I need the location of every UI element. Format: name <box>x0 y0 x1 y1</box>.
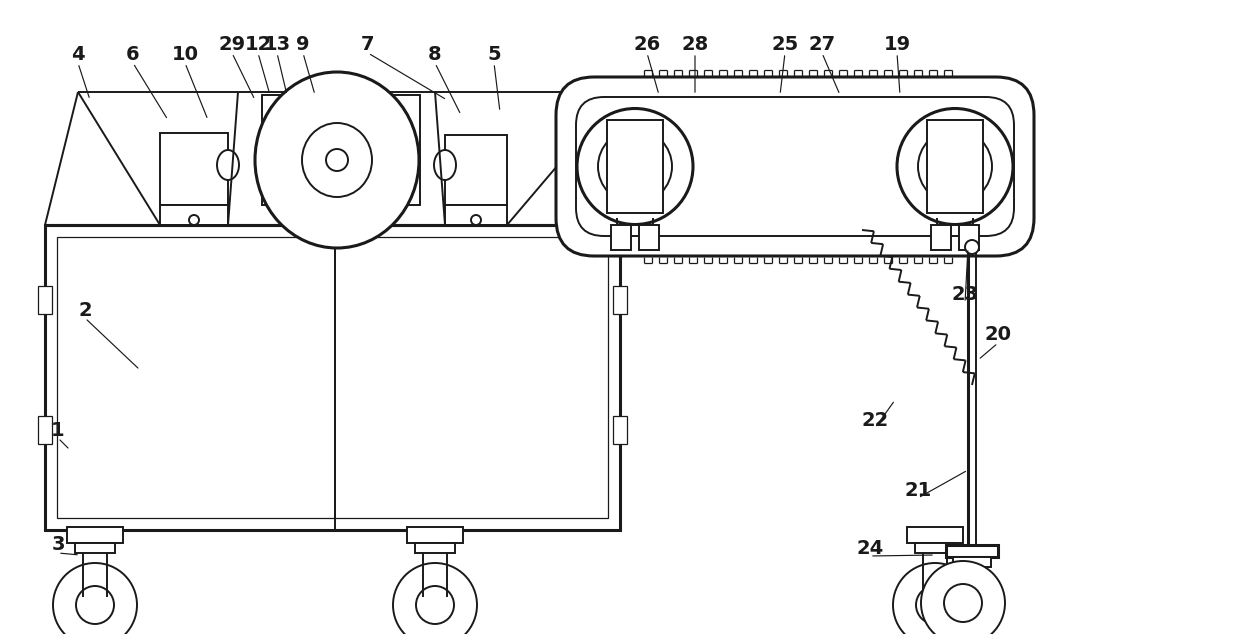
Circle shape <box>946 157 963 176</box>
Bar <box>445 135 507 205</box>
Text: 3: 3 <box>51 536 64 555</box>
Bar <box>67 527 123 543</box>
Bar <box>608 120 663 213</box>
Circle shape <box>944 584 982 622</box>
Text: 21: 21 <box>904 481 931 500</box>
FancyBboxPatch shape <box>577 97 1014 236</box>
Bar <box>38 416 52 444</box>
Bar <box>38 286 52 314</box>
Bar <box>931 225 951 250</box>
Text: 25: 25 <box>771 36 799 55</box>
Text: 5: 5 <box>487 46 501 65</box>
Text: 22: 22 <box>862 410 889 429</box>
Bar <box>928 120 983 213</box>
Ellipse shape <box>217 150 239 180</box>
Bar <box>445 205 507 225</box>
Bar <box>57 237 608 518</box>
Circle shape <box>577 108 693 224</box>
Circle shape <box>471 215 481 225</box>
Text: 8: 8 <box>428 46 441 65</box>
Bar <box>946 545 998 557</box>
Circle shape <box>965 240 980 254</box>
Bar <box>613 286 627 314</box>
Text: 29: 29 <box>218 36 246 55</box>
Bar <box>639 225 658 250</box>
Text: 10: 10 <box>171 46 198 65</box>
Circle shape <box>893 563 977 634</box>
Circle shape <box>76 586 114 624</box>
Text: 13: 13 <box>263 36 290 55</box>
Text: 4: 4 <box>71 46 84 65</box>
Bar <box>611 225 631 250</box>
FancyBboxPatch shape <box>556 77 1034 256</box>
Text: 2: 2 <box>78 301 92 320</box>
Ellipse shape <box>255 72 419 248</box>
Bar <box>262 95 420 205</box>
Circle shape <box>53 563 136 634</box>
Text: 19: 19 <box>883 36 910 55</box>
Bar <box>45 225 620 530</box>
Circle shape <box>598 129 672 204</box>
Circle shape <box>626 157 644 176</box>
Bar <box>415 543 455 553</box>
Bar <box>160 205 228 225</box>
Circle shape <box>921 561 1004 634</box>
Ellipse shape <box>303 123 372 197</box>
Text: 9: 9 <box>296 36 310 55</box>
Text: 28: 28 <box>681 36 708 55</box>
Bar <box>915 543 955 553</box>
Text: 24: 24 <box>857 538 884 557</box>
Text: 12: 12 <box>244 36 272 55</box>
Circle shape <box>415 586 454 624</box>
Text: 27: 27 <box>808 36 836 55</box>
Circle shape <box>916 586 954 624</box>
Bar <box>959 225 980 250</box>
Bar <box>613 416 627 444</box>
Text: 7: 7 <box>361 36 374 55</box>
Circle shape <box>326 149 348 171</box>
Text: 1: 1 <box>51 420 64 439</box>
Circle shape <box>897 108 1013 224</box>
Ellipse shape <box>434 150 456 180</box>
Text: 6: 6 <box>126 46 140 65</box>
Text: 26: 26 <box>634 36 661 55</box>
Bar <box>906 527 963 543</box>
Bar <box>160 133 228 205</box>
Bar <box>954 557 991 567</box>
Circle shape <box>918 129 992 204</box>
Bar <box>407 527 463 543</box>
Circle shape <box>188 215 198 225</box>
Text: 23: 23 <box>951 285 978 304</box>
Text: 20: 20 <box>985 325 1012 344</box>
Circle shape <box>393 563 477 634</box>
Bar <box>74 543 115 553</box>
